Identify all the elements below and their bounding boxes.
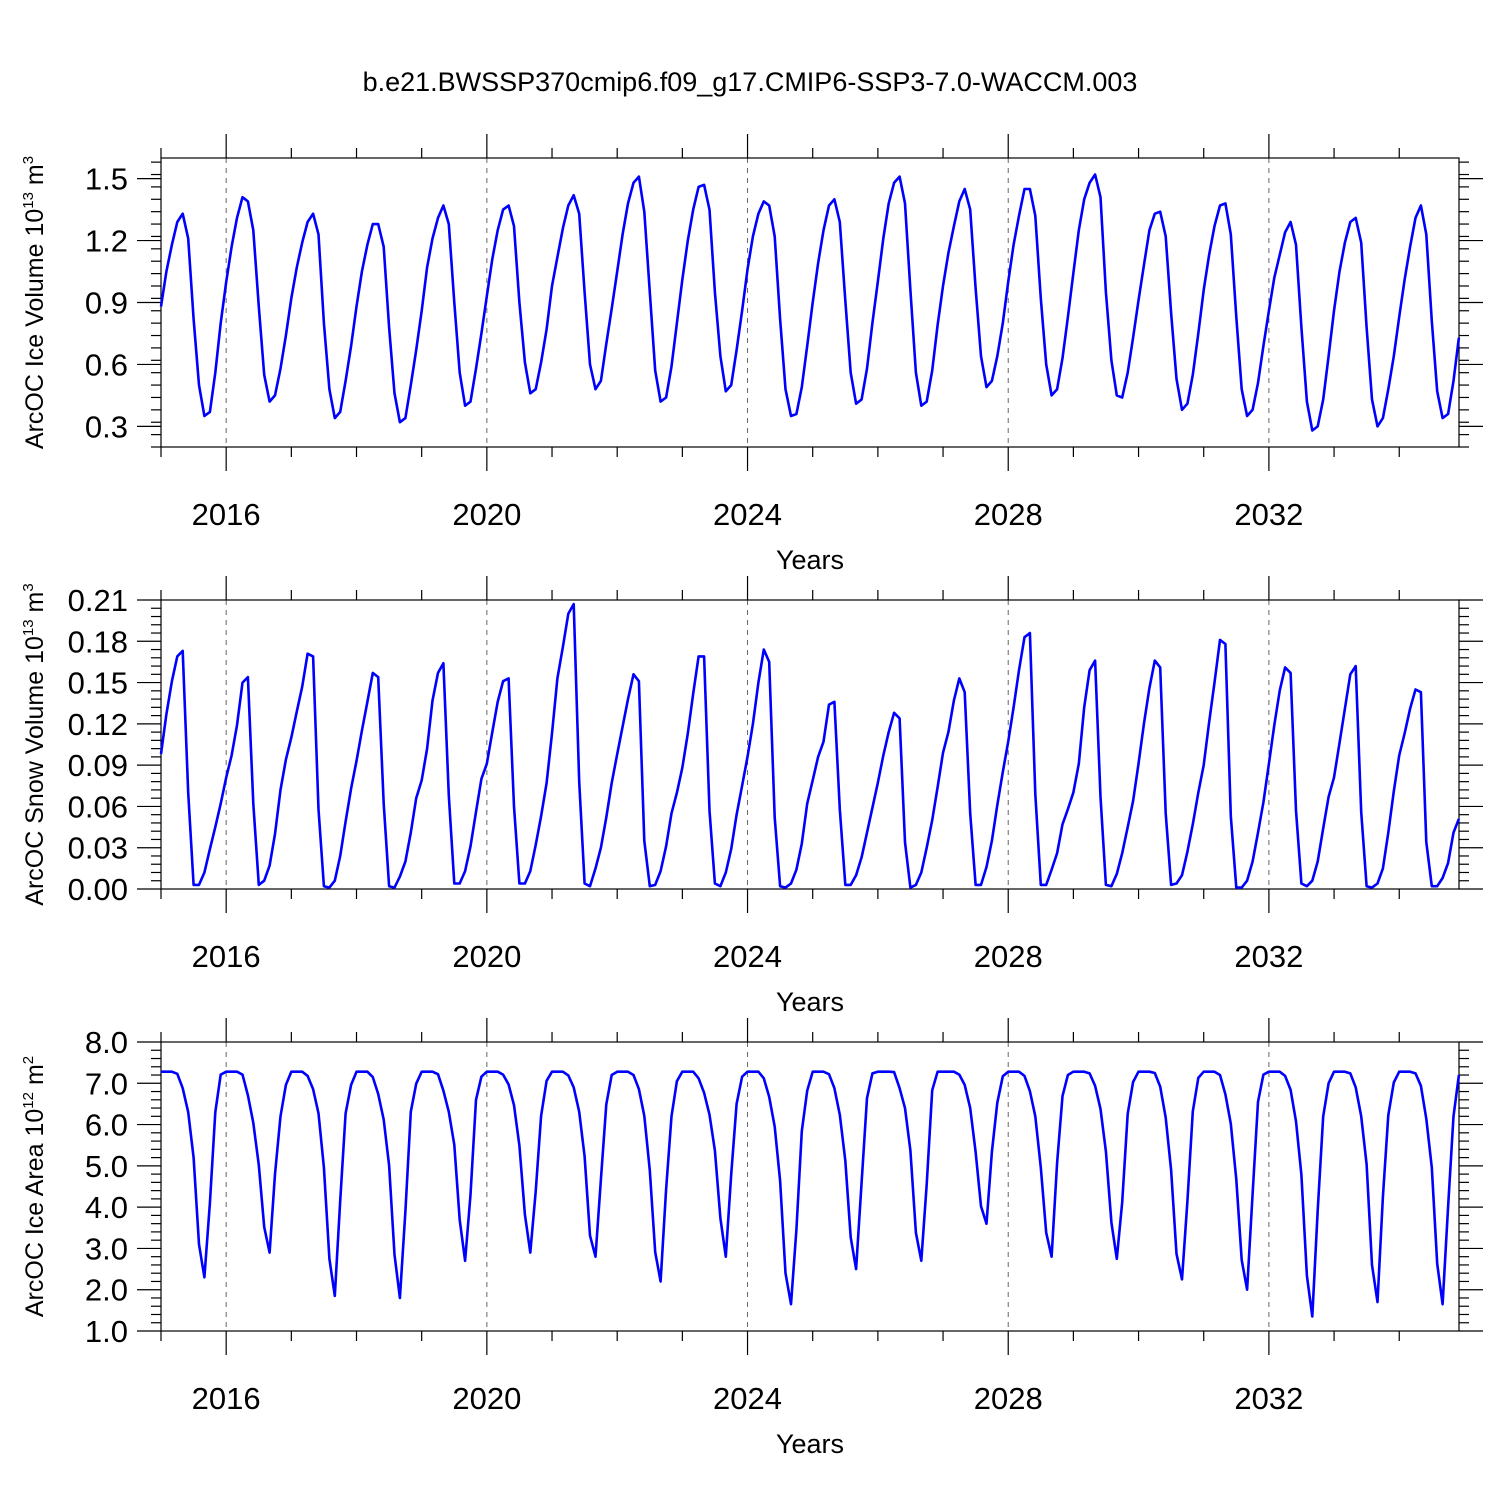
x-tick-label: 2020 (452, 497, 521, 532)
series-line (159, 602, 1461, 889)
x-tick-label: 2024 (713, 939, 782, 974)
y-axis-label: ArcOC Snow Volume 1013 m3 (20, 583, 49, 905)
x-axis-label: Years (776, 1429, 844, 1459)
y-tick-label: 0.06 (68, 789, 128, 824)
x-tick-label: 2028 (974, 939, 1043, 974)
chart-panel-3: 2016 2020 2024 2028 2032 1.0 2.0 3.0 4.0 5.0 6.0 7.… (20, 1018, 1483, 1459)
series-line (161, 1070, 1461, 1318)
y-tick-label: 0.12 (68, 707, 128, 742)
plot-frame (160, 599, 1460, 890)
y-tick-label: 2.0 (85, 1273, 128, 1308)
y-tick-label: 6.0 (85, 1108, 128, 1143)
x-tick-label: 2024 (713, 1381, 782, 1416)
y-tick-label: 0.00 (68, 872, 128, 907)
series-line (159, 173, 1461, 432)
y-tick-label: 1.5 (85, 162, 128, 197)
y-tick-label: 0.15 (68, 666, 128, 701)
y-tick-label: 0.09 (68, 748, 128, 783)
x-axis-label: Years (776, 987, 844, 1017)
x-tick-label: 2016 (192, 1381, 261, 1416)
y-tick-label: 4.0 (85, 1190, 128, 1225)
y-tick-label: 0.9 (85, 286, 128, 321)
x-tick-label: 2024 (713, 497, 782, 532)
y-tick-label: 5.0 (85, 1149, 128, 1184)
x-tick-label: 2028 (974, 497, 1043, 532)
y-tick-label: 0.03 (68, 831, 128, 866)
panels: 2016 2020 2024 2028 2032 0.3 0.6 0.9 1.2 1.5 Years… (20, 134, 1483, 1459)
chart-panel-2: 2016 2020 2024 2028 2032 0.00 0.03 0.06 0.09 0.12… (20, 576, 1483, 1017)
y-axis-label: ArcOC Ice Area 1012 m2 (20, 1056, 49, 1317)
x-tick-label: 2028 (974, 1381, 1043, 1416)
y-axis-label: ArcOC Ice Volume 1013 m3 (20, 156, 49, 449)
chart-panel-1: 2016 2020 2024 2028 2032 0.3 0.6 0.9 1.2 1.5 Years… (20, 134, 1483, 575)
chart-title: b.e21.BWSSP370cmip6.f09_g17.CMIP6-SSP3-7… (363, 67, 1138, 97)
x-tick-label: 2020 (452, 939, 521, 974)
plot-frame (160, 1041, 1460, 1332)
y-tick-label: 1.2 (85, 224, 128, 259)
y-tick-label: 7.0 (85, 1066, 128, 1101)
y-tick-label: 1.0 (85, 1314, 128, 1349)
x-tick-label: 2032 (1234, 497, 1303, 532)
x-tick-label: 2032 (1234, 1381, 1303, 1416)
x-tick-label: 2032 (1234, 939, 1303, 974)
x-tick-label: 2016 (192, 939, 261, 974)
y-tick-label: 3.0 (85, 1231, 128, 1266)
y-tick-label: 0.6 (85, 347, 128, 382)
y-tick-label: 0.18 (68, 624, 128, 659)
x-tick-label: 2020 (452, 1381, 521, 1416)
y-tick-label: 0.3 (85, 409, 128, 444)
y-tick-label: 8.0 (85, 1025, 128, 1060)
x-tick-label: 2016 (192, 497, 261, 532)
plot-frame (160, 157, 1460, 448)
x-axis-label: Years (776, 545, 844, 575)
y-tick-label: 0.21 (68, 583, 128, 618)
